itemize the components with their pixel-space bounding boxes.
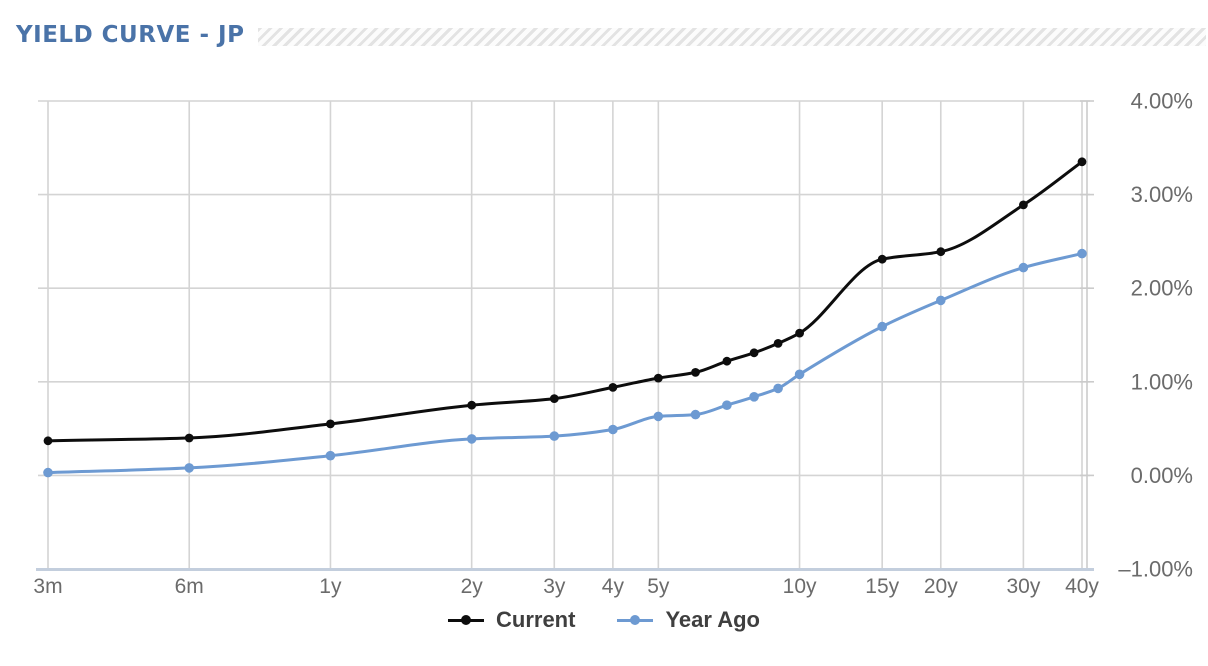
x-tick-label: 10y [783, 575, 817, 598]
y-tick-label: 2.00% [1131, 276, 1193, 301]
data-point-marker-year-ago [653, 411, 664, 422]
data-point-marker-year-ago [466, 434, 477, 444]
legend-item-current: Current [447, 607, 576, 633]
legend-item-year-ago: Year Ago [617, 607, 760, 633]
year-ago-series-swatch-icon [617, 615, 654, 626]
data-point-marker-current [608, 383, 618, 392]
data-point-marker-current [467, 400, 477, 410]
data-point-marker-year-ago [1077, 248, 1087, 259]
data-point-marker-current [653, 373, 663, 383]
legend-label-year-ago: Year Ago [665, 607, 761, 632]
data-point-marker-year-ago [749, 392, 759, 402]
data-point-marker-year-ago [722, 400, 732, 411]
data-point-marker-current [326, 419, 335, 429]
data-point-marker-year-ago [184, 463, 194, 473]
y-tick-label: 1.00% [1131, 369, 1193, 394]
data-point-marker-year-ago [608, 424, 618, 435]
data-point-marker-year-ago [690, 409, 701, 420]
title-hatch-band [258, 28, 1206, 46]
data-point-marker-current [549, 394, 559, 403]
data-point-marker-current [691, 368, 700, 377]
x-tick-label: 5y [647, 575, 670, 598]
data-point-marker-year-ago [773, 383, 783, 394]
x-tick-label: 15y [865, 575, 899, 598]
chart-legend: Current Year Ago [447, 607, 760, 633]
x-tick-label: 40y [1065, 575, 1099, 598]
y-tick-label: 4.00% [1131, 89, 1193, 114]
legend-label-current: Current [495, 607, 576, 632]
x-tick-label: 1y [319, 575, 342, 598]
data-point-marker-year-ago [877, 321, 887, 332]
y-tick-label: 0.00% [1131, 463, 1193, 488]
page-title: YIELD CURVE - JP [16, 22, 245, 48]
series-line-current [46, 160, 1084, 443]
x-tick-label: 2y [461, 575, 484, 598]
y-tick-label: –1.00% [1118, 557, 1193, 582]
data-point-marker-current [184, 433, 194, 443]
data-point-marker-current [1077, 157, 1087, 167]
current-series-swatch-icon [447, 615, 484, 626]
x-tick-label: 3y [543, 575, 566, 598]
data-point-marker-year-ago [794, 369, 805, 380]
x-tick-label: 4y [602, 575, 625, 598]
title-row: YIELD CURVE - JP [16, 22, 1208, 54]
x-tick-label: 3m [33, 575, 62, 598]
data-point-marker-current [1019, 200, 1028, 210]
data-point-marker-current [877, 254, 887, 264]
data-point-marker-current [749, 348, 759, 358]
data-point-marker-current [722, 356, 732, 366]
series-line-year-ago [46, 252, 1084, 475]
data-point-marker-year-ago [549, 431, 560, 441]
data-point-marker-year-ago [936, 295, 946, 306]
data-point-marker-current [936, 247, 946, 257]
data-point-marker-year-ago [325, 450, 336, 461]
x-tick-label: 6m [175, 575, 204, 598]
x-tick-label: 20y [924, 575, 958, 598]
data-point-marker-current [795, 328, 804, 338]
data-point-marker-year-ago [43, 467, 53, 478]
data-point-marker-year-ago [1018, 262, 1029, 273]
y-tick-label: 3.00% [1131, 182, 1193, 207]
x-tick-label: 30y [1006, 575, 1040, 598]
data-point-marker-current [43, 436, 53, 446]
data-point-marker-current [773, 339, 783, 348]
